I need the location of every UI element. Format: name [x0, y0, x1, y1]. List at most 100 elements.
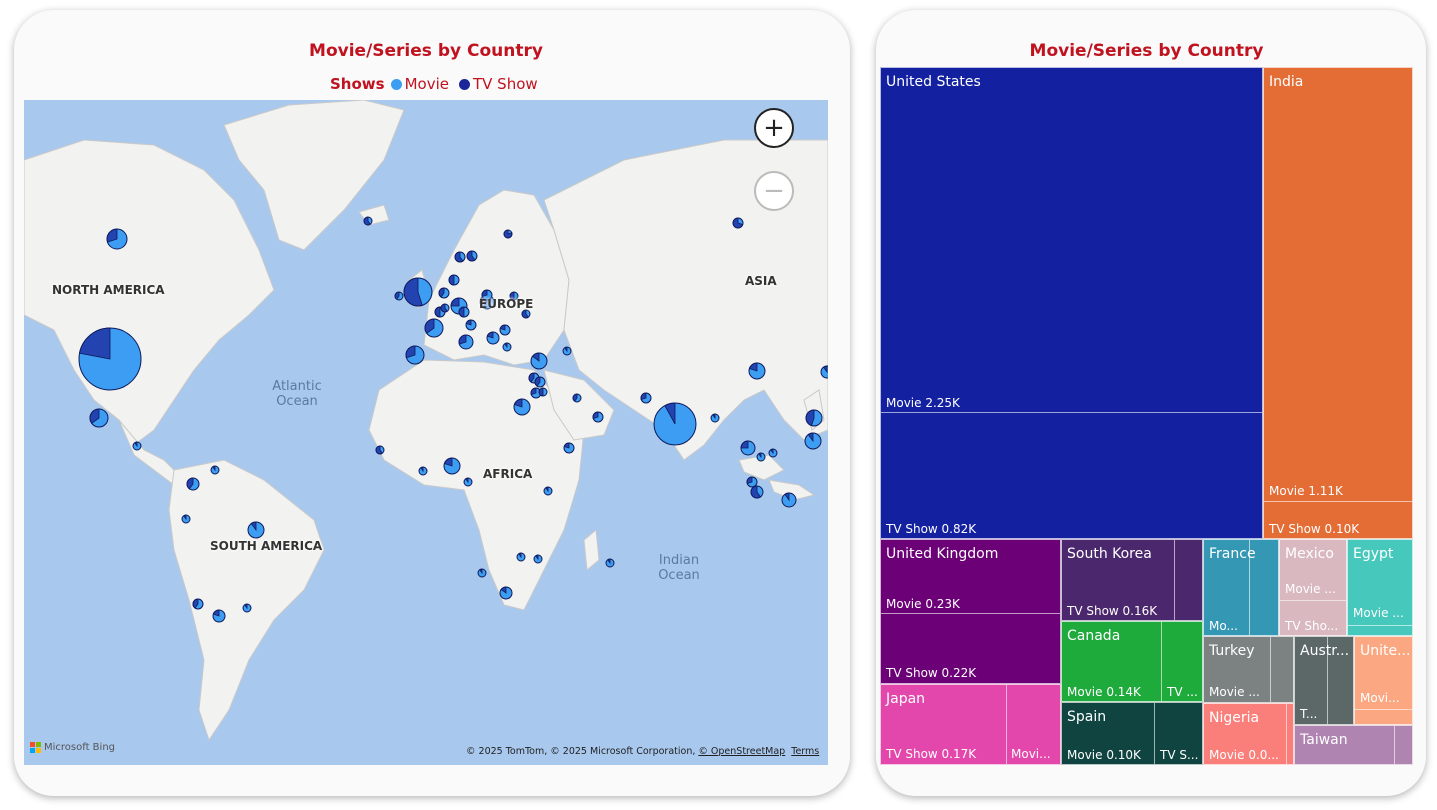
map-bubble-tv-slice [499, 324, 506, 331]
tile-tv-value: TV Show 0.10K [1269, 522, 1360, 536]
tile-movie-value: Movi... [1011, 747, 1051, 761]
legend-item-movie[interactable]: Movie [390, 75, 449, 93]
tile-divider [1161, 622, 1162, 701]
map-bubble-tv-slice [740, 440, 749, 449]
tile-movie-value: Movie 1.11K [1269, 484, 1343, 498]
map-bubble-tv-slice [394, 291, 400, 300]
tile-name: Nigeria [1209, 710, 1260, 726]
tile-nigeria[interactable]: Nigeria Movie 0.0... [1203, 703, 1294, 765]
tile-tv-value: T... [1300, 707, 1318, 721]
map-bubble-tv-slice [486, 331, 494, 339]
legend-item-tv-show[interactable]: TV Show [458, 75, 538, 93]
tile-divider [881, 412, 1262, 413]
map-bubble-tv-slice [770, 448, 774, 455]
map-legend: Shows Movie TV Show [330, 75, 542, 93]
tile-divider [1394, 726, 1395, 764]
tile-name: Egypt [1353, 546, 1394, 562]
tile-taiwan[interactable]: Taiwan [1294, 725, 1413, 765]
map-bubble-tv-slice [807, 432, 814, 443]
tile-australia[interactable]: Austr... T... [1294, 636, 1354, 725]
map-bubble-tv-slice [465, 477, 469, 484]
tile-movie-value: Movie ... [1285, 582, 1336, 596]
tile-united-arab-emirates[interactable]: Unite... Movi... [1354, 636, 1413, 725]
tile-divider [1249, 540, 1250, 635]
map-bubble-tv-slice [712, 413, 716, 420]
map-bubble-tv-slice [530, 387, 537, 396]
tile-name: Unite... [1360, 643, 1411, 659]
bing-logo-text: Microsoft Bing [44, 742, 116, 753]
map-bubble-tv-slice [420, 466, 424, 473]
tile-name: Canada [1067, 628, 1121, 644]
tile-japan[interactable]: Japan TV Show 0.17K Movi... [880, 684, 1061, 765]
tile-divider [1270, 637, 1271, 702]
map-bubble-tv-slice [106, 228, 118, 243]
tile-mexico[interactable]: Mexico Movie ... TV Sho... [1279, 539, 1347, 636]
tile-united-states[interactable]: United States Movie 2.25K TV Show 0.82K [880, 67, 1263, 539]
tile-divider [1006, 685, 1007, 764]
tile-india[interactable]: India Movie 1.11K TV Show 0.10K [1263, 67, 1413, 539]
map-bubble-tv-slice [134, 441, 138, 448]
tile-name: South Korea [1067, 546, 1152, 562]
tile-tv-value: TV ... [1167, 685, 1198, 699]
zoom-in-button[interactable]: + [754, 108, 794, 148]
tile-united-kingdom[interactable]: United Kingdom Movie 0.23K TV Show 0.22K [880, 539, 1061, 684]
map-bubbles [78, 216, 828, 623]
map-bubble-tv-slice [405, 345, 416, 359]
tile-tv-value: TV S... [1160, 748, 1199, 762]
map-bubble-tv-slice [535, 554, 539, 561]
map-land-svg [24, 100, 828, 742]
zoom-out-button[interactable]: − [754, 171, 794, 211]
tile-divider [881, 613, 1060, 614]
openstreetmap-link[interactable]: © OpenStreetMap [698, 746, 786, 757]
map-bubble-tv-slice [434, 306, 441, 318]
label-africa: AFRICA [483, 467, 533, 481]
map-bubble-tv-slice [592, 411, 599, 420]
tile-divider [1154, 703, 1155, 764]
tile-divider [1264, 501, 1412, 502]
map-bubble-tv-slice [403, 277, 423, 307]
movie-dot-icon [390, 78, 402, 90]
tile-spain[interactable]: Spain Movie 0.10K TV S... [1061, 702, 1203, 765]
tile-name: France [1209, 546, 1256, 562]
map-bubble-tv-slice [183, 514, 187, 521]
tile-divider [1327, 637, 1328, 724]
label-europe: EUROPE [479, 297, 534, 311]
map-bubble-tv-slice [500, 586, 507, 594]
map-bubble-tv-slice [822, 365, 828, 374]
tile-name: United States [886, 74, 981, 90]
world-map[interactable]: NORTH AMERICA SOUTH AMERICA EUROPE ASIA … [24, 100, 828, 765]
tv-show-dot-icon [458, 78, 470, 90]
map-bubble-tv-slice [528, 372, 535, 383]
tile-movie-value: Movie ... [1209, 685, 1260, 699]
map-bubble-tv-slice [212, 609, 220, 617]
tile-egypt[interactable]: Egypt Movie ... [1347, 539, 1413, 636]
map-bubble-tv-slice [212, 465, 216, 472]
plus-icon: + [763, 113, 785, 143]
tile-movie-value: Movie 0.0... [1209, 748, 1279, 762]
tile-movie-value: Movie ... [1353, 606, 1404, 620]
tile-movie-value: Movie 2.25K [886, 396, 960, 410]
map-attribution: © 2025 TomTom, © 2025 Microsoft Corporat… [466, 746, 819, 757]
map-bubble-tv-slice [438, 287, 445, 298]
map-bubble-tv-slice [192, 598, 199, 609]
map-bubble-tv-slice [746, 476, 753, 485]
minus-icon: − [763, 176, 785, 206]
map-bubble-tv-slice [466, 250, 476, 262]
map-bubble-tv-slice [545, 486, 549, 493]
tile-france[interactable]: France Mo... [1203, 539, 1279, 636]
tile-divider [1348, 625, 1412, 626]
attribution-text: © 2025 TomTom, © 2025 Microsoft Corporat… [466, 746, 696, 757]
tile-turkey[interactable]: Turkey Movie ... [1203, 636, 1294, 703]
map-bubble-tv-slice [458, 306, 465, 318]
tile-movie-value: Movie 0.14K [1067, 685, 1141, 699]
terms-link[interactable]: Terms [791, 746, 820, 757]
tile-name: Spain [1067, 709, 1107, 725]
tile-south-korea[interactable]: South Korea TV Show 0.16K [1061, 539, 1203, 621]
treemap: United States Movie 2.25K TV Show 0.82K … [880, 67, 1413, 765]
legend-title: Shows [330, 75, 385, 93]
tile-name: United Kingdom [886, 546, 999, 562]
tile-movie-value: Movi... [1360, 691, 1400, 705]
tile-canada[interactable]: Canada Movie 0.14K TV ... [1061, 621, 1203, 702]
map-bubble-tv-slice [509, 291, 515, 301]
label-south-america: SOUTH AMERICA [210, 539, 323, 553]
